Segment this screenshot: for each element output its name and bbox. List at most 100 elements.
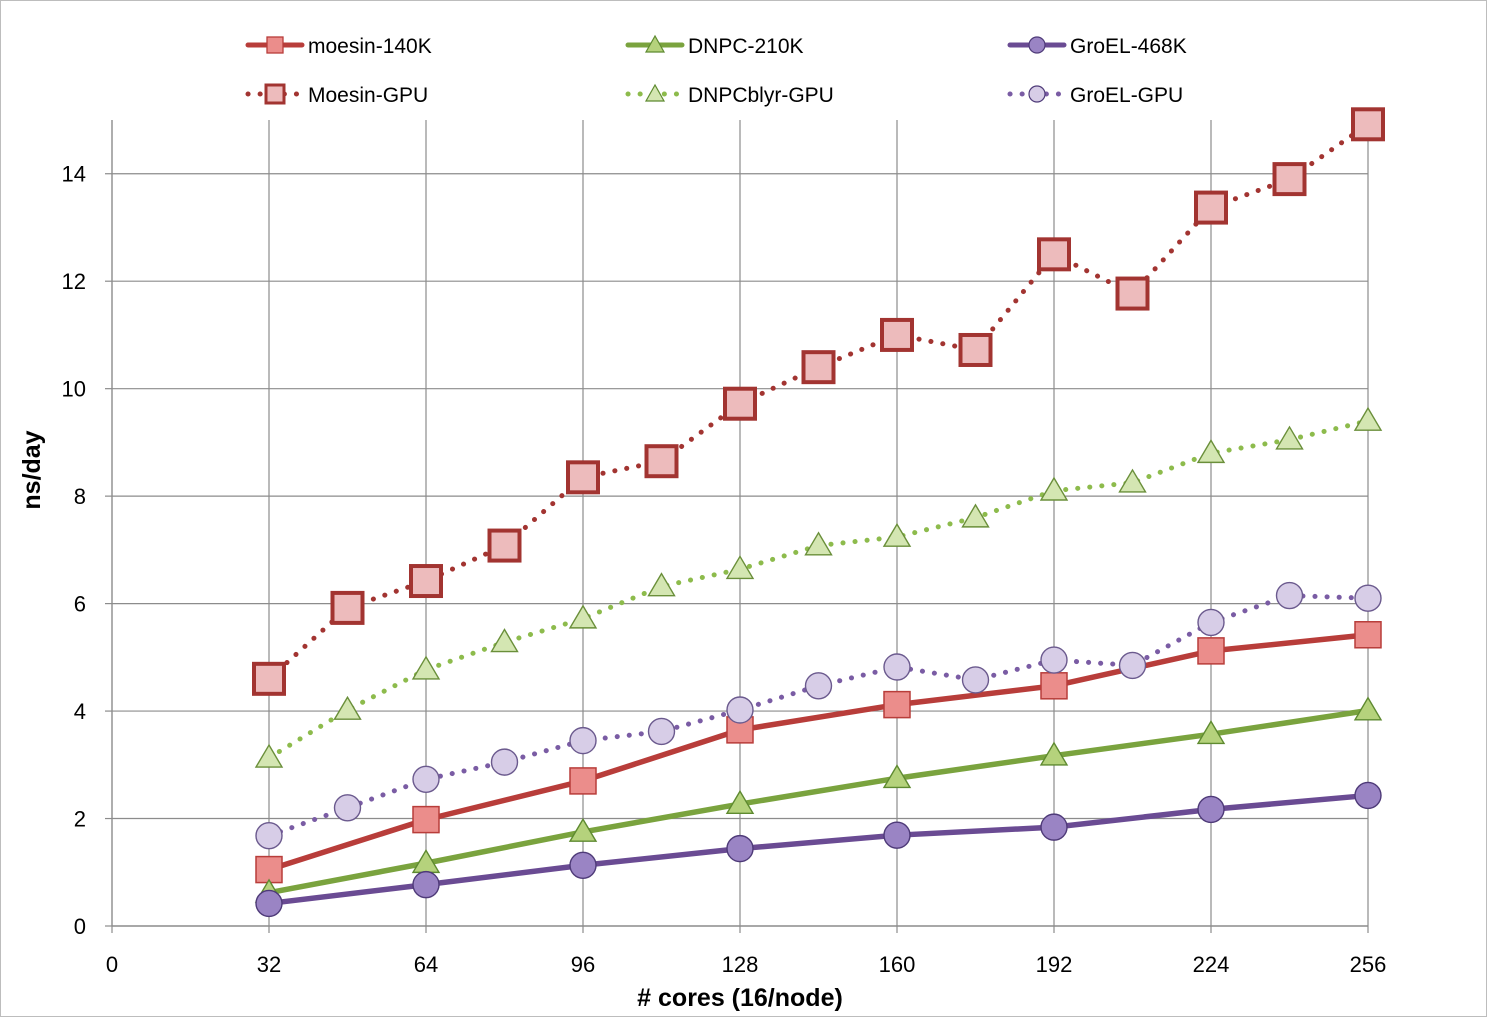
data-point [882, 764, 912, 789]
data-point [882, 522, 912, 547]
x-tick-label: 32 [257, 952, 281, 977]
x-tick-label: 64 [414, 952, 438, 977]
x-tick-label: 128 [722, 952, 759, 977]
legend-swatch-marker [1028, 36, 1046, 54]
data-point [804, 672, 833, 700]
data-point [409, 564, 443, 599]
data-point [411, 655, 441, 680]
data-point [883, 690, 911, 719]
series-DNPC-210K [254, 696, 1383, 903]
series-DNPCblyr-GPU [254, 406, 1383, 768]
data-point [412, 765, 440, 794]
data-point [569, 851, 597, 879]
data-point [1194, 190, 1228, 225]
data-point [254, 743, 284, 768]
data-point [883, 821, 911, 849]
y-tick-label: 14 [62, 162, 86, 187]
legend-swatch-marker [644, 83, 666, 102]
x-tick-label: 0 [106, 952, 118, 977]
axes: 0 2 4 6 8 10 12 14 0 32 64 96 128 160 192 224 256 [62, 120, 1387, 977]
y-tick-label: 4 [74, 699, 86, 724]
data-point [1039, 476, 1069, 501]
data-point [1040, 672, 1068, 700]
legend-label: GroEL-GPU [1070, 84, 1183, 107]
legend-item-DNPCblyr-GPU: DNPCblyr-GPU [625, 83, 834, 107]
y-tick-label: 0 [74, 914, 86, 939]
y-axis-title: ns/day [18, 430, 46, 509]
data-point [725, 555, 755, 580]
data-point [568, 817, 598, 842]
data-point [1037, 237, 1071, 272]
data-point [252, 661, 286, 696]
data-point [883, 653, 911, 681]
series-GroEL-GPU [255, 581, 1382, 850]
x-axis-title: # cores (16/node) [637, 984, 843, 1012]
data-point [1275, 581, 1304, 610]
data-point [961, 666, 990, 694]
data-point [961, 503, 990, 528]
data-point [1354, 584, 1382, 612]
data-point [804, 531, 833, 556]
series-line [266, 707, 1371, 896]
data-point [725, 789, 755, 814]
legend-swatch-marker [264, 83, 286, 105]
data-point [647, 572, 676, 597]
data-point [958, 332, 993, 367]
data-point [1197, 608, 1225, 637]
legend: moesin-140K DNPC-210K GroEL-468K Moesin-GPU… [245, 34, 1187, 107]
data-point [569, 767, 597, 795]
data-point [1196, 439, 1226, 464]
data-point [1118, 651, 1147, 680]
data-point [1196, 720, 1226, 745]
data-point [487, 528, 522, 563]
data-point [569, 726, 597, 755]
data-point [255, 822, 283, 850]
data-point [723, 386, 757, 421]
data-point [1115, 276, 1150, 311]
data-point [726, 696, 754, 724]
data-point [1353, 406, 1383, 431]
legend-item-GroEL-GPU: GroEL-GPU [1007, 84, 1183, 107]
series-line [266, 632, 1371, 873]
data-point [1272, 162, 1307, 197]
data-point [644, 444, 679, 479]
data-point [1197, 637, 1225, 665]
data-point [1353, 696, 1383, 721]
data-point [1354, 621, 1382, 649]
data-point [568, 604, 598, 629]
data-point [255, 855, 283, 884]
x-tick-label: 192 [1036, 952, 1073, 977]
data-point [647, 717, 676, 746]
series-GroEL-468K [255, 781, 1382, 918]
legend-item-moesin-140K: moesin-140K [245, 35, 432, 58]
data-point [412, 805, 440, 834]
data-point [1118, 468, 1147, 493]
data-point [1040, 646, 1068, 674]
data-point [566, 460, 600, 495]
y-tick-label: 8 [74, 484, 86, 509]
data-point [255, 889, 283, 918]
data-point [1040, 813, 1068, 841]
legend-swatch-marker [644, 34, 666, 53]
legend-label: DNPCblyr-GPU [688, 84, 834, 107]
y-tick-label: 2 [74, 807, 86, 832]
legend-label: DNPC-210K [688, 35, 804, 58]
legend-label: Moesin-GPU [308, 84, 428, 107]
legend-item-DNPC-210K: DNPC-210K [625, 34, 804, 58]
data-point [490, 748, 519, 776]
data-point [1354, 781, 1382, 810]
data-point [330, 590, 365, 625]
legend-item-Moesin-GPU: Moesin-GPU [245, 83, 428, 107]
data-point [726, 834, 754, 863]
data-point [1351, 107, 1385, 142]
x-tick-label: 160 [879, 952, 916, 977]
x-tick-label: 256 [1350, 952, 1387, 977]
x-tick-label: 224 [1193, 952, 1230, 977]
y-tick-label: 6 [74, 592, 86, 617]
data-point [1197, 795, 1225, 824]
series-Moesin-GPU [252, 107, 1385, 696]
legend-swatch-marker [266, 36, 284, 54]
